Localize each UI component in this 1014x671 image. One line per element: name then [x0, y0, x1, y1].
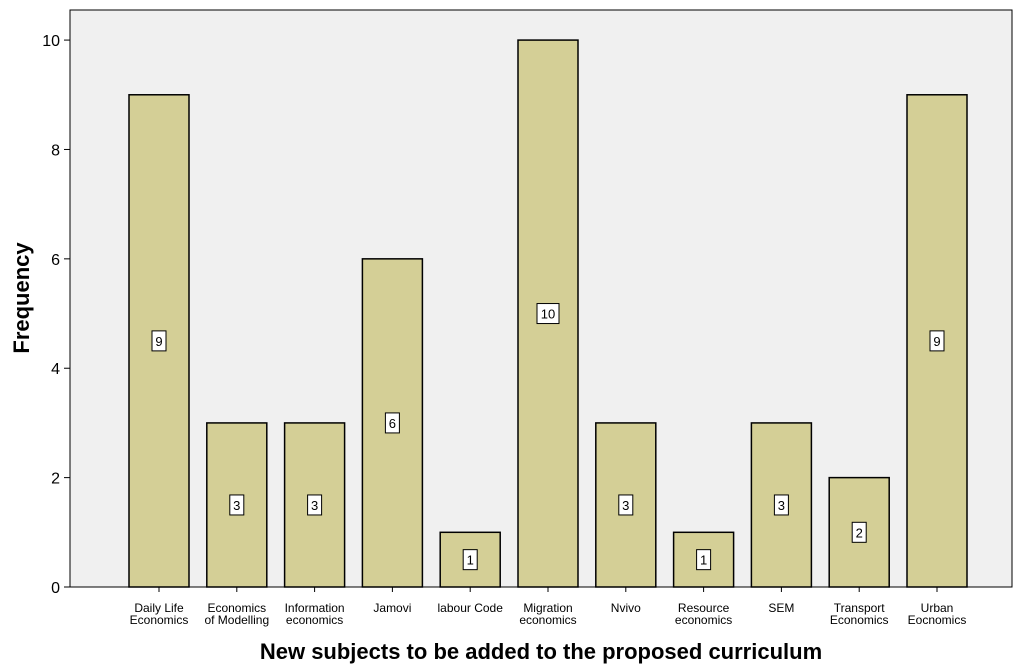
y-tick-label: 6 — [51, 252, 60, 269]
data-label-box — [851, 521, 867, 543]
data-label: 9 — [155, 334, 162, 349]
bars: 9 3 3 6 1 10 3 1 3 2 9 — [128, 39, 968, 588]
data-label: 1 — [700, 553, 707, 568]
data-label: 10 — [541, 307, 555, 322]
y-tick-label: 10 — [42, 33, 60, 50]
data-label-box — [384, 412, 400, 434]
data-label: 2 — [856, 525, 863, 540]
y-tick-label: 4 — [51, 361, 60, 378]
data-label: 1 — [467, 553, 474, 568]
data-label: 3 — [233, 498, 240, 513]
x-tick-label: Migration economics — [519, 601, 576, 627]
data-label-box — [618, 494, 634, 516]
x-tick-label: labour Code — [438, 601, 504, 615]
data-label-box — [151, 330, 167, 352]
data-label: 6 — [389, 416, 396, 431]
data-label-box — [462, 549, 478, 571]
y-tick-label: 8 — [51, 142, 60, 159]
x-tick-label: Resource economics — [675, 601, 732, 627]
y-axis: 0 2 4 6 8 10 — [42, 33, 70, 597]
x-axis-title: New subjects to be added to the proposed… — [260, 639, 822, 664]
data-label-box — [929, 330, 945, 352]
y-tick-label: 2 — [51, 471, 60, 488]
data-label-box — [307, 494, 323, 516]
y-tick-label: 0 — [51, 580, 60, 597]
data-label-box — [536, 303, 560, 325]
x-tick-label: Nvivo — [611, 601, 641, 615]
x-tick-label: Economics of Modelling — [204, 601, 269, 627]
data-label-box — [696, 549, 712, 571]
x-tick-label: Daily Life Economics — [130, 601, 189, 627]
y-axis-title: Frequency — [9, 242, 34, 354]
x-tick-label: Information economics — [285, 601, 345, 627]
x-tick-label: Transport Economics — [830, 601, 889, 627]
data-label: 3 — [778, 498, 785, 513]
x-tick-label: Jamovi — [373, 601, 411, 615]
x-tick-label: Urban Eocnomics — [908, 601, 967, 627]
data-label-box — [229, 494, 245, 516]
x-tick-label: SEM — [768, 601, 794, 615]
data-label: 3 — [622, 498, 629, 513]
data-label: 3 — [311, 498, 318, 513]
data-label-box — [773, 494, 789, 516]
x-axis: Daily Life Economics Economics of Modelling… — [130, 587, 967, 627]
data-label: 9 — [933, 334, 940, 349]
